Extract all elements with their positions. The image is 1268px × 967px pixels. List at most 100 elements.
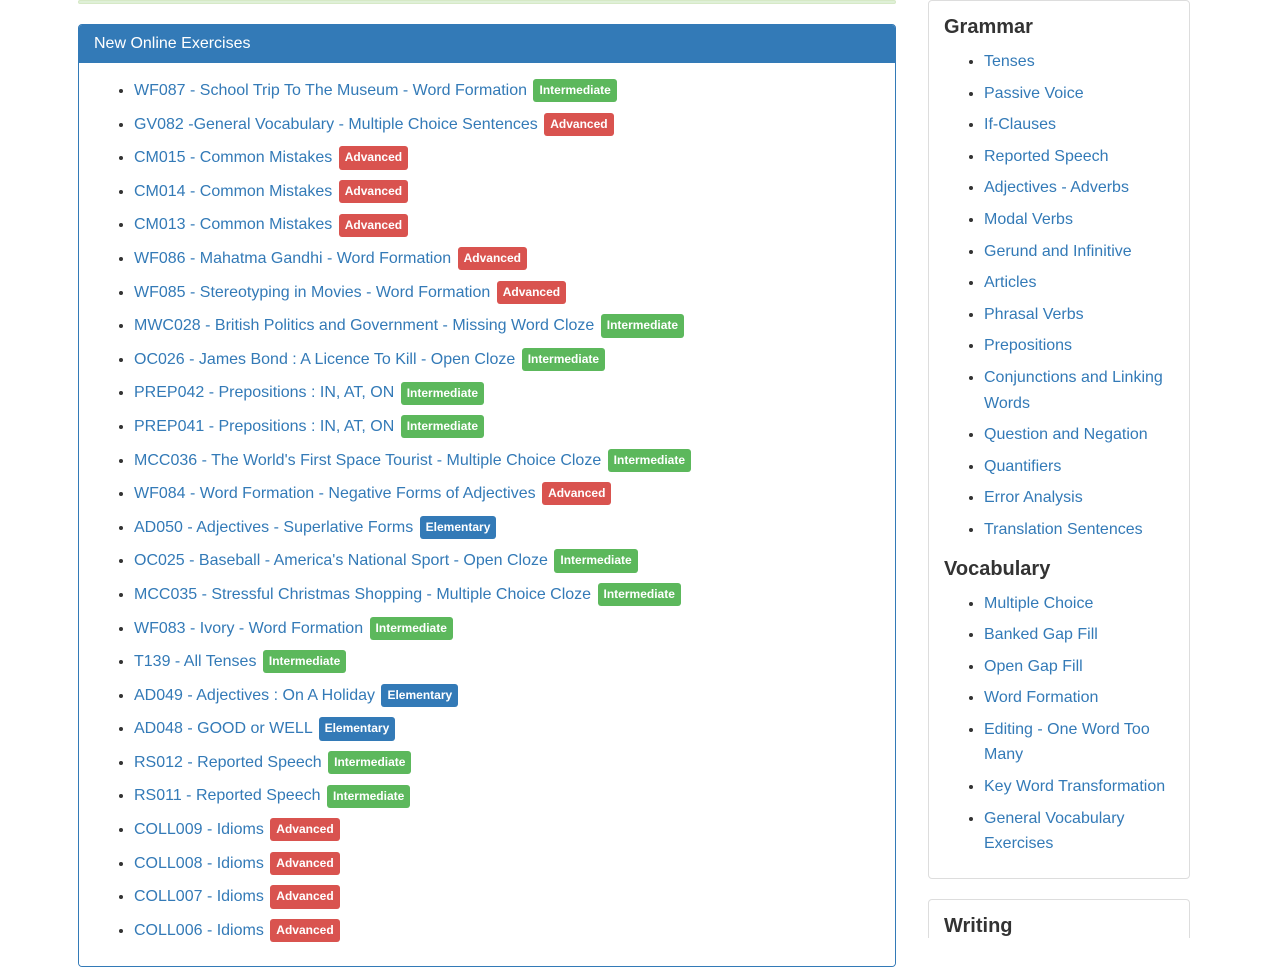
exercise-link[interactable]: OC025 - Baseball - America's National Sp… — [134, 552, 548, 569]
sidebar-panel-categories: GrammarTensesPassive VoiceIf-ClausesRepo… — [928, 0, 1190, 879]
exercise-link[interactable]: MWC028 - British Politics and Government… — [134, 317, 594, 334]
sidebar-link[interactable]: Modal Verbs — [984, 211, 1073, 228]
sidebar-item: Error Analysis — [984, 485, 1174, 511]
sidebar-item: Tenses — [984, 49, 1174, 75]
level-badge-advanced: Advanced — [339, 180, 408, 203]
exercise-item: CM014 - Common Mistakes Advanced — [134, 179, 880, 205]
sidebar-link[interactable]: Editing - One Word Too Many — [984, 721, 1150, 764]
sidebar-link[interactable]: Reported Speech — [984, 148, 1109, 165]
exercise-item: AD048 - GOOD or WELL Elementary — [134, 716, 880, 742]
sidebar-item: Gerund and Infinitive — [984, 239, 1174, 265]
exercise-link[interactable]: COLL007 - Idioms — [134, 888, 264, 905]
sidebar-item: Prepositions — [984, 333, 1174, 359]
exercise-item: WF084 - Word Formation - Negative Forms … — [134, 481, 880, 507]
sidebar-item: Word Formation — [984, 685, 1174, 711]
sidebar-item: Banked Gap Fill — [984, 622, 1174, 648]
exercises-panel: New Online Exercises WF087 - School Trip… — [78, 24, 896, 967]
sidebar-link[interactable]: Phrasal Verbs — [984, 306, 1084, 323]
exercise-link[interactable]: WF083 - Ivory - Word Formation — [134, 620, 363, 637]
level-badge-elementary: Elementary — [319, 717, 396, 740]
sidebar-link[interactable]: Tenses — [984, 53, 1035, 70]
sidebar-link[interactable]: Translation Sentences — [984, 521, 1143, 538]
sidebar-item: Articles — [984, 270, 1174, 296]
exercise-item: OC026 - James Bond : A Licence To Kill -… — [134, 347, 880, 373]
exercise-link[interactable]: COLL006 - Idioms — [134, 922, 264, 939]
sidebar-link[interactable]: Quantifiers — [984, 458, 1061, 475]
level-badge-intermediate: Intermediate — [554, 549, 637, 572]
level-badge-advanced: Advanced — [544, 113, 613, 136]
level-badge-intermediate: Intermediate — [533, 79, 616, 102]
exercise-link[interactable]: PREP041 - Prepositions : IN, AT, ON — [134, 418, 394, 435]
page-container: New Online Exercises WF087 - School Trip… — [0, 0, 1268, 967]
level-badge-intermediate: Intermediate — [401, 415, 484, 438]
exercise-item: COLL007 - Idioms Advanced — [134, 884, 880, 910]
sidebar-link[interactable]: Gerund and Infinitive — [984, 243, 1132, 260]
exercise-link[interactable]: OC026 - James Bond : A Licence To Kill -… — [134, 351, 515, 368]
sidebar-link[interactable]: Articles — [984, 274, 1036, 291]
exercise-link[interactable]: WF085 - Stereotyping in Movies - Word Fo… — [134, 284, 490, 301]
sidebar-link[interactable]: Prepositions — [984, 337, 1072, 354]
sidebar-link[interactable]: Banked Gap Fill — [984, 626, 1098, 643]
exercise-item: WF086 - Mahatma Gandhi - Word Formation … — [134, 246, 880, 272]
sidebar-panel-writing: Writing — [928, 899, 1190, 938]
exercise-link[interactable]: CM014 - Common Mistakes — [134, 183, 332, 200]
sidebar-link[interactable]: Passive Voice — [984, 85, 1084, 102]
level-badge-advanced: Advanced — [270, 885, 339, 908]
exercise-link[interactable]: MCC035 - Stressful Christmas Shopping - … — [134, 586, 591, 603]
exercise-link[interactable]: MCC036 - The World's First Space Tourist… — [134, 452, 601, 469]
exercise-item: AD050 - Adjectives - Superlative Forms E… — [134, 515, 880, 541]
exercise-link[interactable]: WF087 - School Trip To The Museum - Word… — [134, 82, 527, 99]
exercise-link[interactable]: T139 - All Tenses — [134, 653, 256, 670]
sidebar-link[interactable]: Key Word Transformation — [984, 778, 1165, 795]
sidebar-item: Key Word Transformation — [984, 774, 1174, 800]
sidebar-item: General Vocabulary Exercises — [984, 806, 1174, 857]
sidebar-link[interactable]: Question and Negation — [984, 426, 1148, 443]
exercise-link[interactable]: CM013 - Common Mistakes — [134, 216, 332, 233]
exercise-link[interactable]: CM015 - Common Mistakes — [134, 149, 332, 166]
sidebar-link[interactable]: General Vocabulary Exercises — [984, 810, 1125, 853]
exercise-link[interactable]: AD050 - Adjectives - Superlative Forms — [134, 519, 413, 536]
exercise-link[interactable]: AD049 - Adjectives : On A Holiday — [134, 687, 375, 704]
exercise-link[interactable]: AD048 - GOOD or WELL — [134, 720, 312, 737]
exercise-link[interactable]: COLL008 - Idioms — [134, 855, 264, 872]
exercise-item: OC025 - Baseball - America's National Sp… — [134, 548, 880, 574]
exercise-link[interactable]: WF086 - Mahatma Gandhi - Word Formation — [134, 250, 451, 267]
exercise-item: COLL008 - Idioms Advanced — [134, 851, 880, 877]
sidebar-link[interactable]: Word Formation — [984, 689, 1098, 706]
sidebar-list: Tenses Passive Voice If-Clauses Reported Sp… — [944, 49, 1174, 543]
exercise-item: RS011 - Reported Speech Intermediate — [134, 783, 880, 809]
sidebar-link[interactable]: Adjectives - Adverbs — [984, 179, 1129, 196]
sidebar-link[interactable]: Multiple Choice — [984, 595, 1093, 612]
exercise-item: MWC028 - British Politics and Government… — [134, 313, 880, 339]
sidebar-item: Question and Negation — [984, 422, 1174, 448]
sidebar-item: Reported Speech — [984, 144, 1174, 170]
level-badge-intermediate: Intermediate — [601, 314, 684, 337]
sidebar-list: Multiple Choice Banked Gap Fill Open Gap F… — [944, 591, 1174, 857]
exercise-item: CM015 - Common Mistakes Advanced — [134, 145, 880, 171]
exercise-link[interactable]: RS012 - Reported Speech — [134, 754, 322, 771]
panel-header: New Online Exercises — [79, 25, 895, 63]
exercise-item: RS012 - Reported Speech Intermediate — [134, 750, 880, 776]
exercise-link[interactable]: WF084 - Word Formation - Negative Forms … — [134, 485, 536, 502]
sidebar-link[interactable]: Conjunctions and Linking Words — [984, 369, 1163, 412]
sidebar-link[interactable]: Error Analysis — [984, 489, 1083, 506]
exercise-item: GV082 -General Vocabulary - Multiple Cho… — [134, 112, 880, 138]
level-badge-intermediate: Intermediate — [522, 348, 605, 371]
exercise-link[interactable]: COLL009 - Idioms — [134, 821, 264, 838]
level-badge-advanced: Advanced — [339, 214, 408, 237]
level-badge-intermediate: Intermediate — [608, 449, 691, 472]
sidebar-item: Phrasal Verbs — [984, 302, 1174, 328]
sidebar-link[interactable]: Open Gap Fill — [984, 658, 1083, 675]
panel-body: WF087 - School Trip To The Museum - Word… — [79, 63, 895, 966]
level-badge-intermediate: Intermediate — [327, 785, 410, 808]
sidebar-item: Quantifiers — [984, 454, 1174, 480]
sidebar-heading-writing: Writing — [944, 915, 1174, 938]
sidebar-item: Adjectives - Adverbs — [984, 175, 1174, 201]
exercise-item: MCC035 - Stressful Christmas Shopping - … — [134, 582, 880, 608]
sidebar-link[interactable]: If-Clauses — [984, 116, 1056, 133]
exercise-link[interactable]: RS011 - Reported Speech — [134, 787, 320, 804]
sidebar-item: Multiple Choice — [984, 591, 1174, 617]
exercise-link[interactable]: GV082 -General Vocabulary - Multiple Cho… — [134, 116, 538, 133]
exercise-link[interactable]: PREP042 - Prepositions : IN, AT, ON — [134, 384, 394, 401]
exercise-item: WF087 - School Trip To The Museum - Word… — [134, 78, 880, 104]
